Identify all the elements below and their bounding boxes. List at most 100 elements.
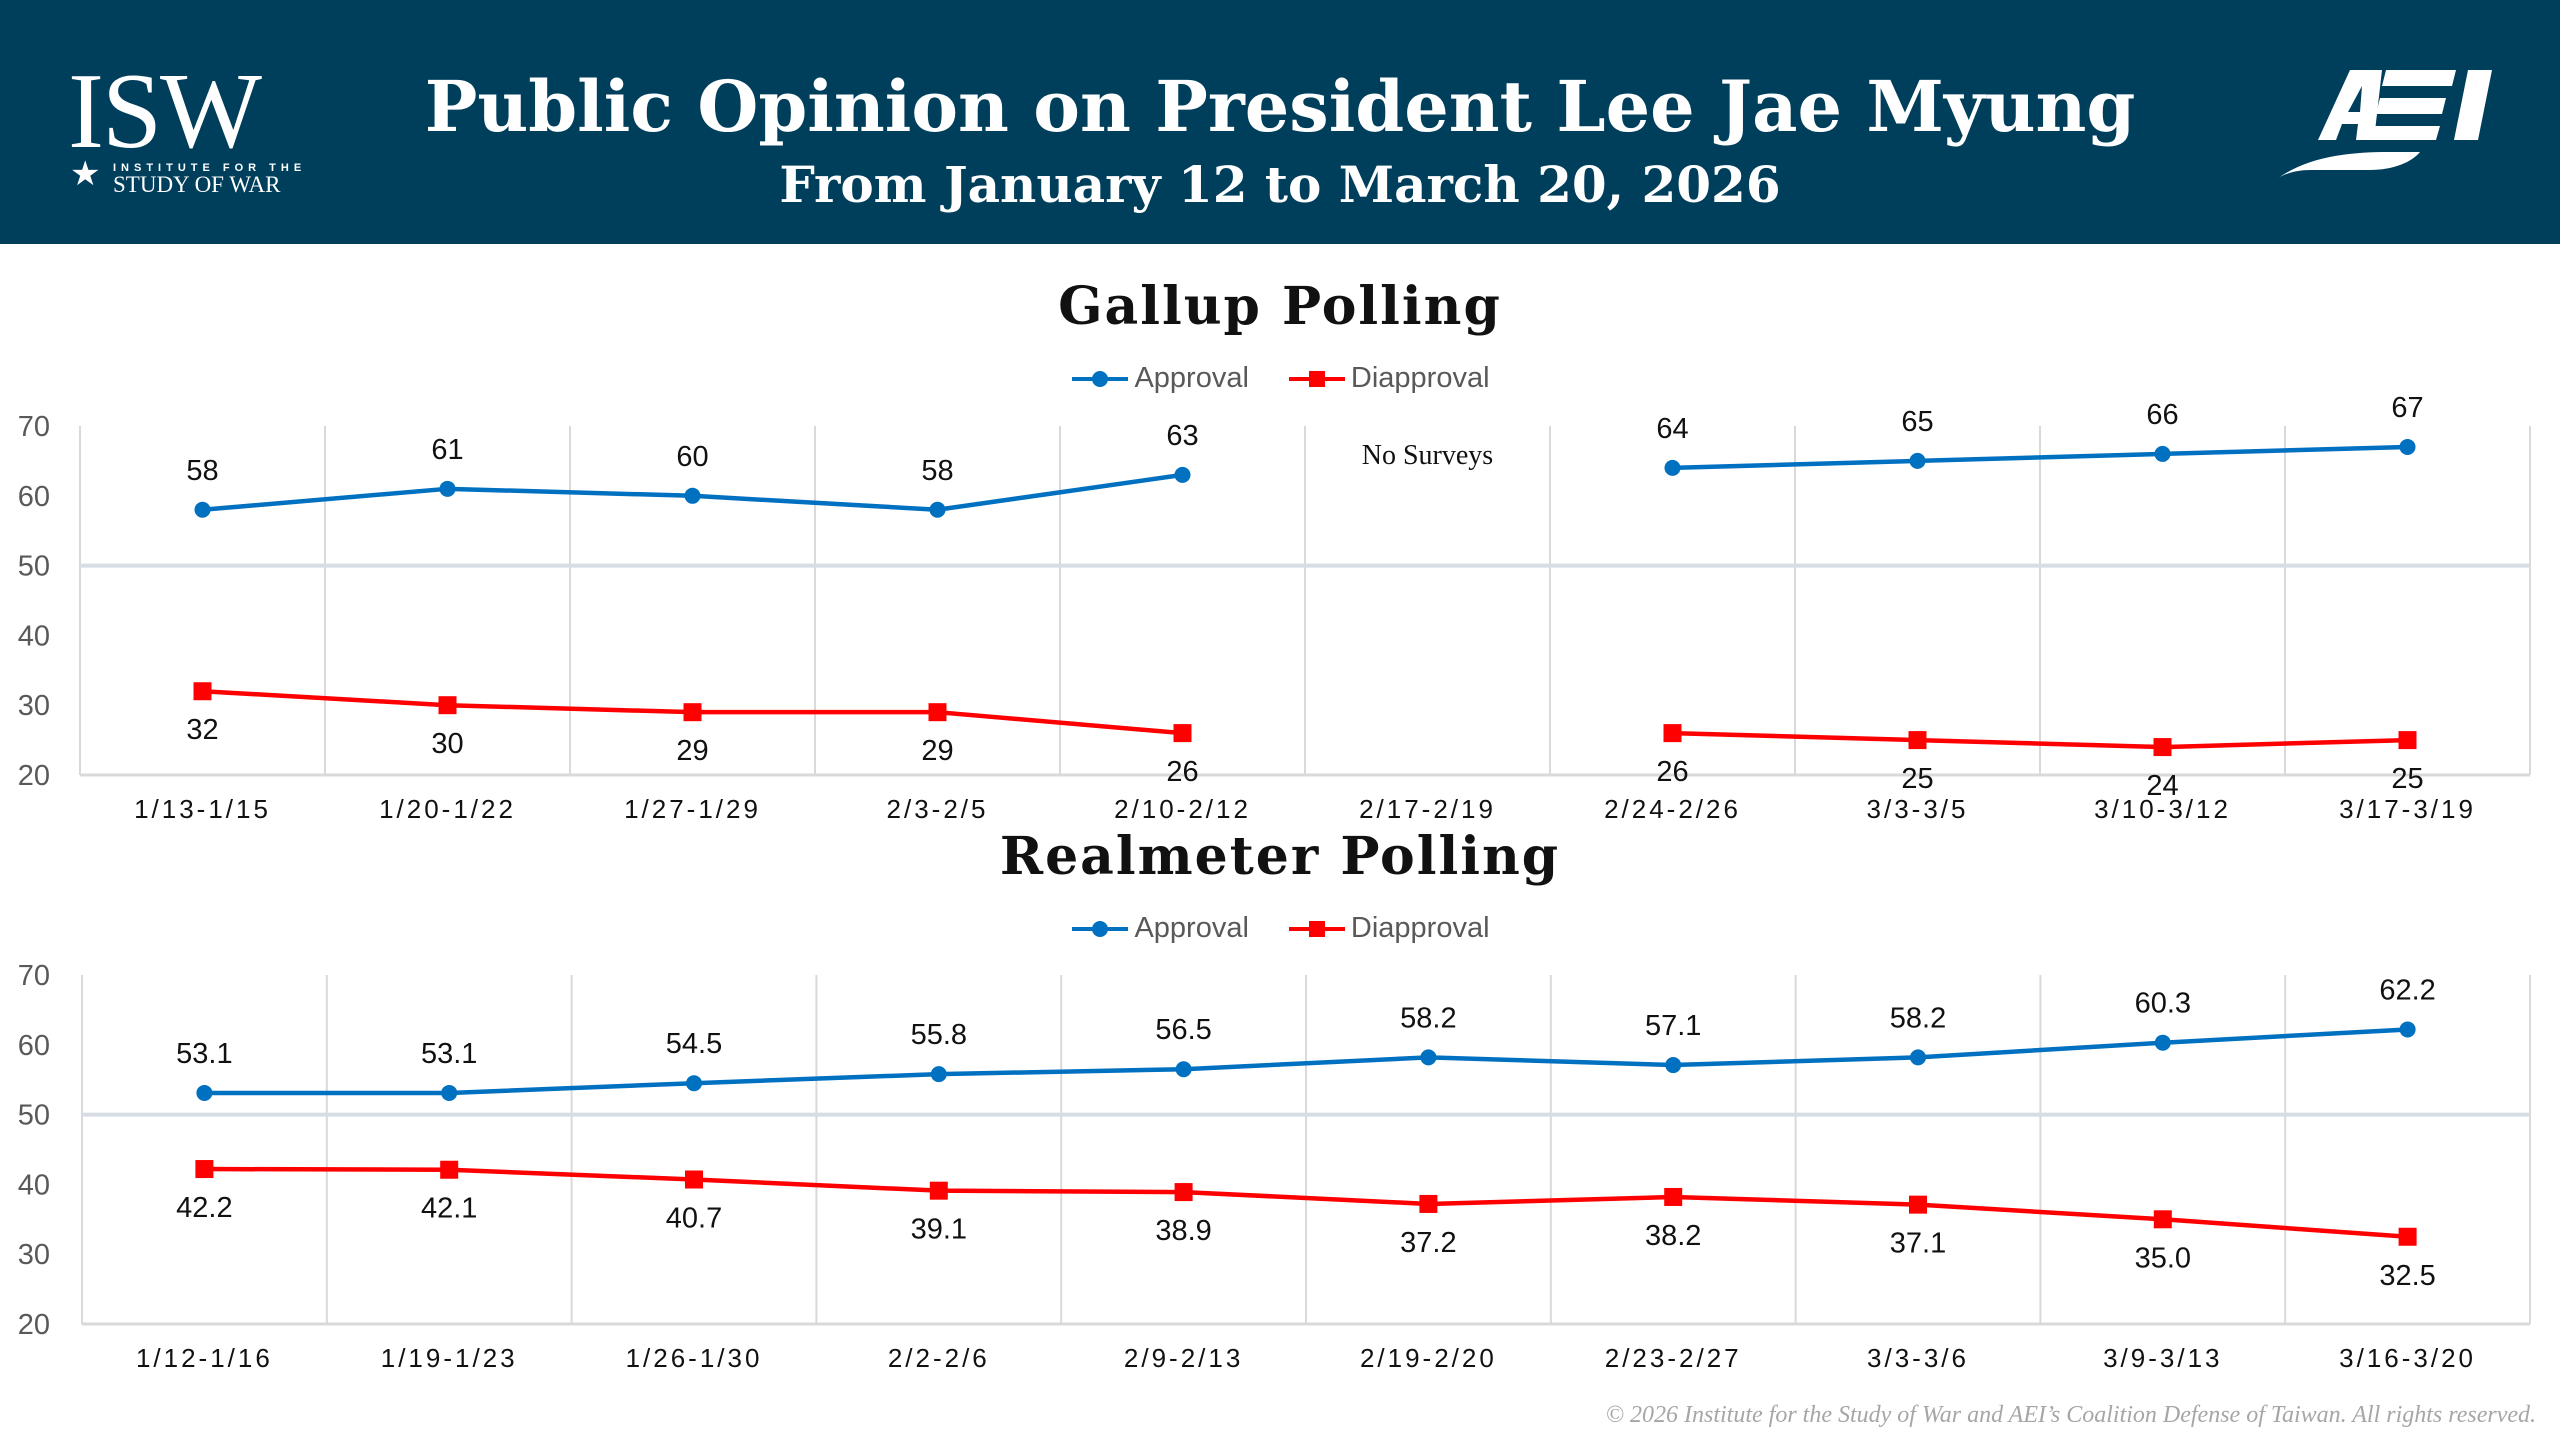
gallup-legend: Approval Diapproval: [0, 362, 2560, 395]
disapproval-point: [2398, 731, 2417, 750]
legend-item-approval: Approval: [1070, 362, 1249, 395]
legend-label-disapproval: Diapproval: [1350, 362, 1490, 394]
y-tick-label: 40: [18, 620, 50, 652]
disapproval-point: [1173, 724, 1192, 743]
disapproval-data-label: 29: [921, 735, 953, 767]
disapproval-point: [440, 1160, 459, 1179]
y-tick-label: 70: [18, 960, 50, 992]
disapproval-data-label: 30: [431, 728, 463, 760]
disapproval-data-label: 38.2: [1645, 1220, 1701, 1252]
approval-marker-icon: [1072, 370, 1129, 387]
approval-data-label: 67: [2391, 392, 2423, 424]
x-tick-label: 2/3-2/5: [887, 794, 989, 824]
approval-line: [204, 1027, 2408, 1096]
realmeter-chart: 20 30 40 50 60 70 1/12-1/16 1/19-1/23 1/26-1/30 2…: [18, 960, 2531, 1373]
disapproval-data-label: 35.0: [2135, 1242, 2191, 1274]
disapproval-point: [929, 1181, 948, 1200]
approval-point: [2154, 445, 2171, 462]
approval-data-label: 66: [2146, 399, 2178, 431]
approval-data-label: 58.2: [1890, 1002, 1946, 1034]
legend-label-approval: Approval: [1134, 912, 1249, 944]
y-tick-label: 50: [18, 1100, 50, 1132]
x-tick-label: 3/3-3/5: [1867, 794, 1969, 824]
x-tick-label: 3/17-3/19: [2339, 794, 2476, 824]
no-surveys-annotation: No Surveys: [1362, 440, 1493, 471]
disapproval-point: [2153, 738, 2172, 757]
x-tick-label: 2/23-2/27: [1605, 1343, 1742, 1373]
y-tick-label: 50: [18, 551, 50, 583]
approval-data-label: 58: [921, 455, 953, 487]
disapproval-data-label: 42.1: [421, 1193, 477, 1225]
legend-item-disapproval: Diapproval: [1287, 362, 1490, 395]
disapproval-data-label: 25: [1901, 763, 1933, 795]
approval-data-label: 63: [1166, 420, 1198, 452]
approval-point: [2399, 1021, 2416, 1038]
approval-data-label: 60: [676, 441, 708, 473]
legend-label-approval: Approval: [1134, 362, 1249, 394]
approval-point: [1910, 1049, 1926, 1066]
y-tick-label: 60: [18, 1030, 50, 1062]
disapproval-point: [1419, 1194, 1438, 1213]
page-subtitle: From January 12 to March 20, 2026: [779, 155, 1781, 214]
approval-data-label: 64: [1656, 413, 1688, 445]
isw-logo-line2: STUDY OF WAR: [113, 172, 281, 197]
x-tick-label: 1/19-1/23: [381, 1343, 518, 1373]
disapproval-data-label: 24: [2146, 770, 2178, 802]
disapproval-point: [928, 703, 947, 722]
x-tick-label: 1/13-1/15: [134, 794, 271, 824]
x-tick-label: 2/19-2/20: [1360, 1343, 1497, 1373]
disapproval-point: [1663, 724, 1682, 743]
disapproval-data-label: 38.9: [1155, 1215, 1211, 1247]
x-tick-label: 3/10-3/12: [2094, 794, 2231, 824]
approval-point: [1664, 459, 1681, 476]
realmeter-chart-title: Realmeter Polling: [999, 826, 1561, 887]
disapproval-point: [193, 682, 212, 701]
y-tick-label: 40: [18, 1169, 50, 1201]
copyright-footer: © 2026 Institute for the Study of War an…: [1605, 1402, 2536, 1428]
approval-point: [2399, 438, 2416, 455]
approval-point: [1420, 1049, 1437, 1066]
approval-point: [930, 1066, 947, 1083]
approval-point: [1665, 1057, 1682, 1074]
approval-point: [684, 487, 701, 504]
x-tick-label: 3/3-3/6: [1867, 1343, 1969, 1373]
disapproval-data-label: 32.5: [2379, 1260, 2435, 1292]
disapproval-data-label: 32: [186, 714, 218, 746]
disapproval-line: [204, 1166, 2408, 1239]
x-tick-label: 2/17-2/19: [1359, 794, 1496, 824]
x-tick-label: 2/24-2/26: [1604, 794, 1741, 824]
x-tick-label: 3/9-3/13: [2103, 1343, 2222, 1373]
approval-point: [194, 501, 211, 518]
x-tick-label: 2/10-2/12: [1114, 794, 1251, 824]
approval-point: [441, 1084, 458, 1101]
disapproval-point: [685, 1170, 703, 1189]
approval-point: [2154, 1034, 2171, 1051]
y-tick-label: 20: [18, 760, 50, 792]
approval-data-label: 54.5: [666, 1028, 722, 1060]
disapproval-point: [1909, 1195, 1927, 1214]
disapproval-point: [1174, 1183, 1193, 1202]
approval-data-label: 60.3: [2135, 988, 2191, 1020]
approval-point: [196, 1084, 213, 1101]
approval-line: [1672, 444, 2408, 471]
approval-data-label: 58.2: [1400, 1002, 1456, 1034]
gallup-chart-title: Gallup Polling: [1058, 276, 1502, 337]
disapproval-data-label: 37.1: [1890, 1228, 1946, 1260]
x-tick-label: 1/20-1/22: [379, 794, 516, 824]
approval-point: [1175, 1061, 1192, 1078]
legend-label-disapproval: Diapproval: [1350, 912, 1490, 944]
approval-data-label: 57.1: [1645, 1010, 1701, 1042]
isw-logo: ISW ★ INSTITUTE FOR THE STUDY OF WAR: [68, 58, 308, 198]
disapproval-point: [195, 1160, 214, 1179]
disapproval-marker-icon: [1288, 370, 1345, 387]
disapproval-point: [1664, 1187, 1683, 1206]
y-tick-label: 70: [18, 411, 50, 443]
disapproval-data-label: 26: [1166, 756, 1198, 788]
realmeter-legend: Approval Diapproval: [0, 912, 2560, 945]
approval-point: [439, 480, 456, 497]
approval-marker-icon: [1072, 920, 1129, 937]
disapproval-data-label: 40.7: [666, 1203, 722, 1235]
disapproval-marker-icon: [1288, 920, 1345, 937]
disapproval-data-label: 25: [2391, 763, 2423, 795]
